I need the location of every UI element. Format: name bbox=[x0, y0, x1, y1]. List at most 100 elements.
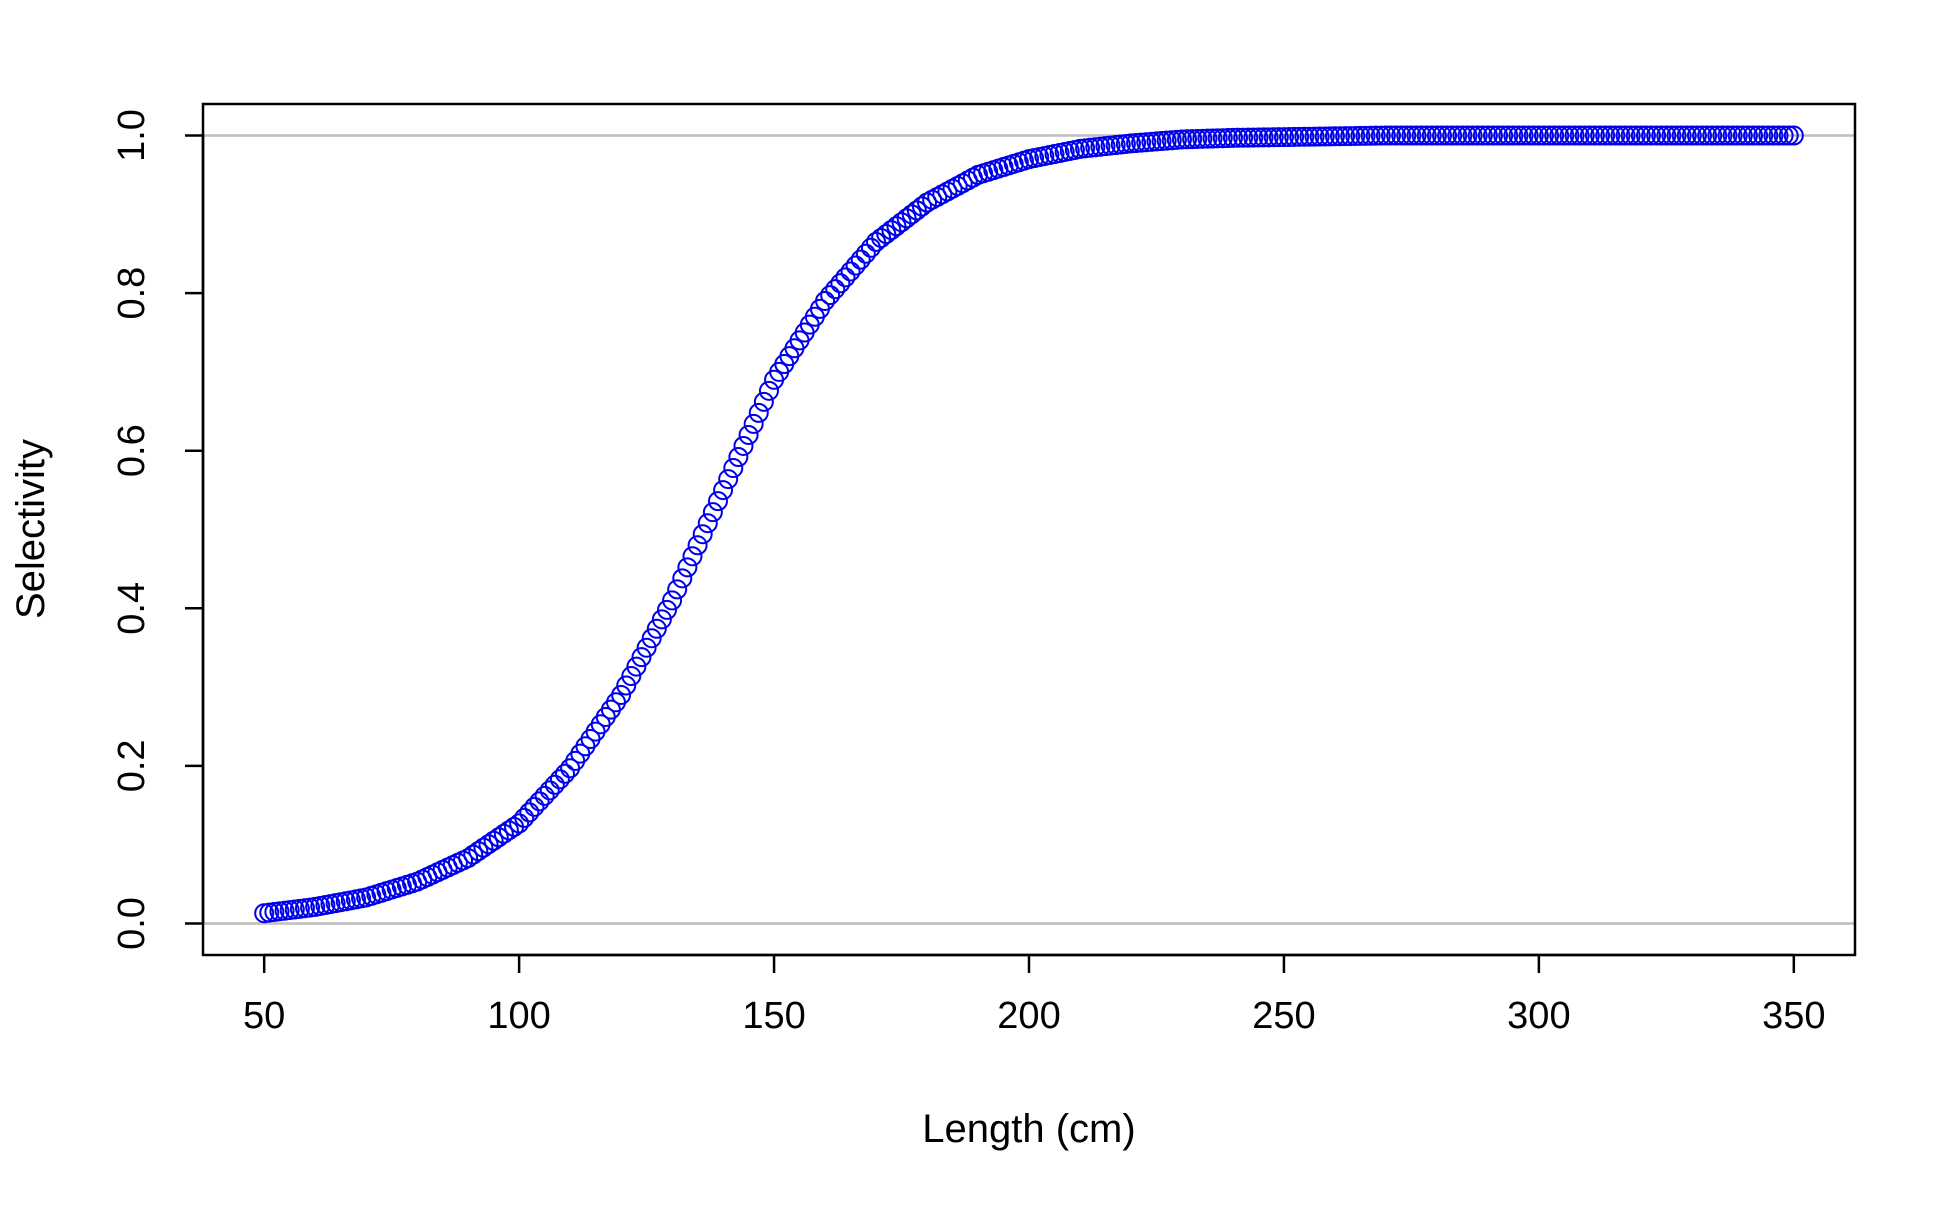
data-point bbox=[1508, 125, 1529, 146]
data-point bbox=[1651, 125, 1672, 146]
data-point bbox=[1355, 125, 1376, 146]
data-point bbox=[1671, 125, 1692, 146]
data-point bbox=[463, 844, 484, 865]
data-point bbox=[488, 827, 509, 848]
data-point bbox=[611, 684, 632, 705]
data-point bbox=[1161, 130, 1182, 151]
data-point bbox=[1676, 125, 1697, 146]
data-point bbox=[901, 204, 922, 225]
data-point bbox=[1248, 127, 1269, 148]
data-point bbox=[473, 837, 494, 858]
data-point bbox=[1335, 126, 1356, 147]
data-point bbox=[616, 675, 637, 696]
data-point bbox=[1467, 125, 1488, 146]
data-point bbox=[1758, 125, 1779, 146]
data-point bbox=[1763, 125, 1784, 146]
data-points bbox=[254, 125, 1804, 924]
data-point bbox=[539, 780, 560, 801]
data-point bbox=[1370, 125, 1391, 146]
data-point bbox=[1350, 125, 1371, 146]
data-point bbox=[1228, 127, 1249, 148]
data-point bbox=[529, 791, 550, 812]
data-point bbox=[626, 656, 647, 677]
data-point bbox=[881, 220, 902, 241]
data-point bbox=[631, 647, 652, 668]
data-point bbox=[1182, 129, 1203, 150]
data-point bbox=[891, 212, 912, 233]
x-axis: 50 100 150 200 250 300 350 bbox=[243, 953, 1826, 1037]
data-point bbox=[1421, 125, 1442, 146]
data-point bbox=[1146, 131, 1167, 152]
data-point bbox=[1564, 125, 1585, 146]
data-point bbox=[1263, 127, 1284, 148]
data-point bbox=[493, 823, 514, 844]
data-point bbox=[1544, 125, 1565, 146]
data-point bbox=[896, 208, 917, 229]
y-axis-label: Selectivity bbox=[9, 439, 53, 619]
x-tick-label: 300 bbox=[1507, 995, 1570, 1037]
data-point bbox=[1630, 125, 1651, 146]
data-point bbox=[743, 413, 764, 434]
data-point bbox=[1773, 125, 1794, 146]
data-point bbox=[1386, 125, 1407, 146]
data-point bbox=[1437, 125, 1458, 146]
data-point bbox=[820, 285, 841, 306]
data-point bbox=[1488, 125, 1509, 146]
data-point bbox=[1365, 125, 1386, 146]
data-point bbox=[1635, 125, 1656, 146]
data-point bbox=[1732, 125, 1753, 146]
data-point bbox=[1569, 125, 1590, 146]
data-point bbox=[1212, 128, 1233, 149]
data-point bbox=[555, 763, 576, 784]
y-tick-label: 0.4 bbox=[111, 582, 153, 635]
data-point bbox=[1345, 125, 1366, 146]
data-point bbox=[825, 279, 846, 300]
data-point bbox=[524, 796, 545, 817]
x-tick-label: 350 bbox=[1762, 995, 1825, 1037]
data-point bbox=[876, 224, 897, 245]
data-point bbox=[1156, 130, 1177, 151]
data-point bbox=[1503, 125, 1524, 146]
data-point bbox=[702, 502, 723, 523]
data-point bbox=[1549, 125, 1570, 146]
data-point bbox=[1279, 127, 1300, 148]
data-point bbox=[1778, 125, 1799, 146]
data-point bbox=[1457, 125, 1478, 146]
data-point bbox=[1783, 125, 1804, 146]
data-point bbox=[1411, 125, 1432, 146]
data-point bbox=[1406, 125, 1427, 146]
data-point bbox=[1661, 125, 1682, 146]
data-point bbox=[906, 200, 927, 221]
data-point bbox=[1391, 125, 1412, 146]
data-point bbox=[835, 267, 856, 288]
data-point bbox=[733, 435, 754, 456]
data-point bbox=[1330, 126, 1351, 147]
data-point bbox=[1559, 125, 1580, 146]
data-point bbox=[1197, 128, 1218, 149]
data-point bbox=[1518, 125, 1539, 146]
y-tick-label: 0.6 bbox=[111, 424, 153, 477]
data-point bbox=[1722, 125, 1743, 146]
data-point bbox=[1447, 125, 1468, 146]
data-point bbox=[692, 524, 713, 545]
data-point bbox=[1707, 125, 1728, 146]
data-point bbox=[1202, 128, 1223, 149]
y-tick-label: 0.0 bbox=[111, 897, 153, 950]
data-point bbox=[1472, 125, 1493, 146]
data-point bbox=[850, 249, 871, 270]
data-point bbox=[1717, 125, 1738, 146]
data-point bbox=[1692, 125, 1713, 146]
data-point bbox=[621, 666, 642, 687]
data-point bbox=[1233, 127, 1254, 148]
data-point bbox=[641, 628, 662, 649]
data-point bbox=[677, 557, 698, 578]
x-tick-label: 150 bbox=[742, 995, 805, 1037]
x-tick-label: 50 bbox=[243, 995, 285, 1037]
x-axis-label: Length (cm) bbox=[922, 1107, 1135, 1151]
data-point bbox=[866, 231, 887, 252]
data-point bbox=[1151, 131, 1172, 152]
data-point bbox=[1222, 127, 1243, 148]
data-point bbox=[1753, 125, 1774, 146]
